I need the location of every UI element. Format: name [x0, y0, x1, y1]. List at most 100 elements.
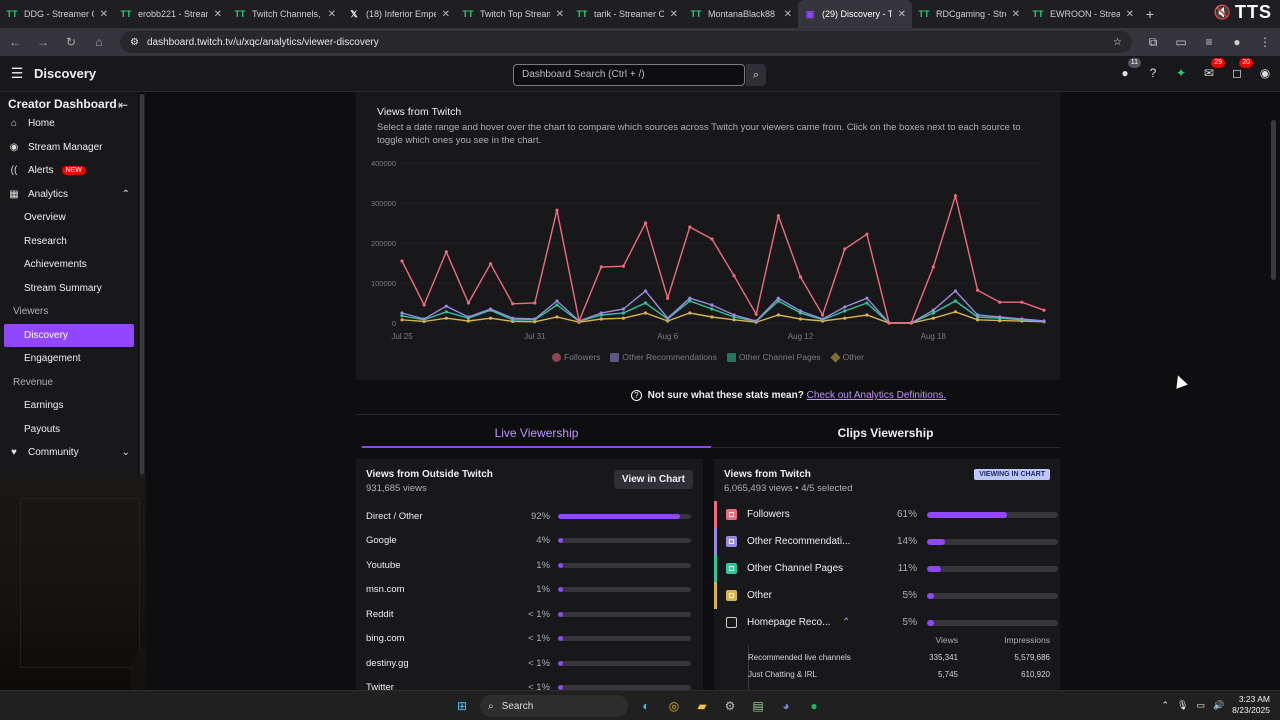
sidebar-item-stream-summary[interactable]: Stream Summary [24, 282, 102, 294]
bookmark-star-icon[interactable]: ☆ [1113, 36, 1122, 48]
browser-tab[interactable]: TT MontanaBlack88 ✕ [684, 0, 798, 28]
views-line-chart[interactable]: 0 100000 200000 300000 400000 Jul 25 Jul 31 Aug… [356, 156, 1060, 352]
file-explorer-icon[interactable]: ▰ [697, 699, 707, 713]
collapse-sidebar-icon[interactable]: ⇤ [117, 98, 128, 112]
checkbox[interactable] [726, 617, 737, 628]
source-percent: < 1% [528, 633, 550, 645]
tab-search-icon[interactable]: ≡ [1205, 35, 1213, 49]
browser-tab[interactable]: ▣ (29) Discovery - Tw ✕ [798, 0, 912, 28]
browser-menu-icon[interactable]: ⋮ [1259, 35, 1271, 49]
list-item[interactable]: Followers 61% [714, 501, 1060, 528]
close-icon[interactable]: ✕ [213, 8, 222, 20]
browser-tab[interactable]: TT DDG - Streamer O ✕ [0, 0, 114, 28]
back-icon[interactable]: ← [9, 35, 21, 49]
page-scrollbar[interactable] [1271, 120, 1276, 280]
legend-item[interactable]: Other [830, 351, 864, 363]
search-icon[interactable]: ⌕ [746, 64, 766, 86]
dashboard-search-input[interactable]: Dashboard Search (Ctrl + /) [513, 64, 745, 86]
new-tab-icon[interactable]: + [1145, 6, 1155, 22]
legend-item[interactable]: Other Recommendations [610, 352, 717, 362]
legend-item[interactable]: Other Channel Pages [726, 352, 821, 362]
profile-icon[interactable]: ● [1233, 35, 1241, 49]
sidebar-item-community[interactable]: ♥ Community ⌄ [0, 441, 138, 465]
sidebar-item-stream-manager[interactable]: ◉ Stream Manager [0, 136, 138, 160]
close-icon[interactable]: ✕ [99, 8, 108, 20]
site-info-icon[interactable]: ⚙ [130, 36, 139, 48]
address-bar[interactable]: ⚙ dashboard.twitch.tv/u/xqc/analytics/vi… [120, 31, 1132, 53]
close-icon[interactable]: ✕ [1125, 8, 1134, 20]
notifications-icon[interactable]: ◻ 20 [1228, 58, 1253, 84]
close-icon[interactable]: ✕ [327, 8, 336, 20]
close-icon[interactable]: ✕ [669, 8, 678, 20]
data-point [511, 316, 515, 320]
tab-live-viewership[interactable]: Live Viewership [362, 424, 711, 448]
checkbox[interactable] [726, 509, 737, 520]
list-item[interactable]: Other Channel Pages 11% [714, 555, 1060, 582]
sidebar-item-overview[interactable]: Overview [24, 212, 66, 224]
close-icon[interactable]: ✕ [783, 8, 792, 20]
forward-icon[interactable]: → [37, 35, 49, 49]
list-item[interactable]: Other 5% [714, 582, 1060, 609]
microphone-icon[interactable]: 🎙 [1177, 699, 1189, 710]
browser-tab[interactable]: 𝕏 (18) Inferior Empe ✕ [342, 0, 456, 28]
checkbox[interactable] [726, 563, 737, 574]
extensions-icon[interactable]: ⧉ [1148, 34, 1158, 49]
viewers-icon[interactable]: ● 11 [1116, 58, 1141, 84]
browser-tab[interactable]: TT Twitch Top Stream ✕ [456, 0, 570, 28]
chrome-icon[interactable]: ◎ [668, 699, 680, 713]
avatar[interactable]: ◉ [1259, 66, 1271, 80]
browser-tab[interactable]: TT Twitch Channels, C ✕ [228, 0, 342, 28]
sidebar-scrollbar[interactable] [139, 94, 145, 478]
reload-icon[interactable]: ↻ [65, 35, 77, 49]
inbox-icon[interactable]: ✉ 29 [1200, 58, 1225, 84]
data-point [710, 307, 714, 311]
list-item[interactable]: Homepage Reco... ⌃ 5% [714, 609, 1060, 636]
browser-tab[interactable]: TT RDCgaming - Stre ✕ [912, 0, 1026, 28]
close-icon[interactable]: ✕ [1011, 8, 1020, 20]
taskbar-search[interactable]: ⌕ Search [480, 695, 628, 717]
spotify-icon[interactable]: ● [810, 699, 818, 713]
browser-tab[interactable]: TT tarik - Streamer O ✕ [570, 0, 684, 28]
legend-item[interactable]: Followers [552, 352, 600, 362]
extension-icon[interactable]: ✦ [1175, 66, 1187, 80]
close-icon[interactable]: ✕ [441, 8, 450, 20]
system-clock[interactable]: 3:23 AM 8/23/2025 [1232, 694, 1270, 716]
help-icon[interactable]: ? [1149, 66, 1157, 80]
sidebar-item-discovery[interactable]: Discovery [4, 323, 134, 347]
list-item[interactable]: Other Recommendati... 14% [714, 528, 1060, 555]
volume-icon[interactable]: 🔊 [1212, 699, 1225, 710]
home-icon[interactable]: ⌂ [95, 35, 103, 49]
sidebar-item-payouts[interactable]: Payouts [24, 423, 61, 435]
sidebar-item-engagement[interactable]: Engagement [24, 353, 81, 365]
sidebar-item-earnings[interactable]: Earnings [24, 400, 64, 412]
source-name: Twitter [366, 682, 394, 690]
data-point [865, 313, 869, 317]
checkbox[interactable] [726, 536, 737, 547]
windows-start-icon[interactable]: ⊞ [456, 699, 468, 713]
sidebar-item-analytics[interactable]: ▦ Analytics ⌃ [0, 183, 138, 207]
discord-icon[interactable]: ◕ [782, 699, 790, 713]
sidebar-item-research[interactable]: Research [24, 235, 67, 247]
close-icon[interactable]: ✕ [555, 8, 564, 20]
sidebar-item-achievements[interactable]: Achievements [24, 259, 87, 271]
sidebar-item-alerts[interactable]: (( Alerts NEW [0, 159, 138, 183]
app-icon[interactable]: ⚙ [724, 699, 736, 713]
chevron-up-icon[interactable]: ⌃ [842, 617, 851, 628]
network-icon[interactable]: ▭ [1196, 699, 1205, 710]
browser-tab[interactable]: TT erobb221 - Stream ✕ [114, 0, 228, 28]
view-in-chart-button[interactable]: View in Chart [613, 470, 693, 489]
app-icon[interactable]: ▤ [752, 699, 764, 713]
y-tick-label: 400000 [371, 159, 396, 168]
sidebar-item-home[interactable]: ⌂ Home [0, 112, 138, 136]
hamburger-menu-icon[interactable]: ☰ [10, 65, 24, 81]
checkbox[interactable] [726, 590, 737, 601]
chevron-up-icon[interactable]: ⌃ [1161, 699, 1169, 710]
close-icon[interactable]: ✕ [897, 8, 906, 20]
analytics-definitions-link[interactable]: Check out Analytics Definitions. [806, 390, 947, 401]
tab-clips-viewership[interactable]: Clips Viewership [711, 424, 1060, 448]
edge-icon[interactable]: ◐ [642, 699, 650, 713]
cast-icon[interactable]: ▭ [1175, 35, 1187, 49]
legend-swatch [830, 351, 841, 363]
browser-tab[interactable]: TT EWROON - Stream ✕ [1026, 0, 1140, 28]
series-line-followers [401, 193, 1045, 324]
